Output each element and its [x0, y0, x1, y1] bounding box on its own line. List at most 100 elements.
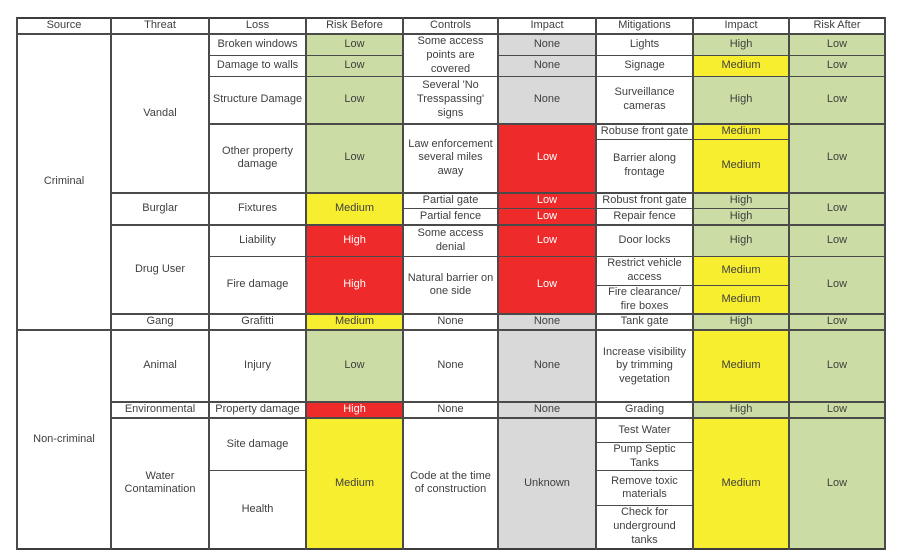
cell-mitigation-robust-gate: Robust front gate: [595, 191, 694, 210]
cell-risk-before-fire: High: [305, 256, 404, 315]
cell-mitigation-lights: Lights: [595, 33, 694, 56]
cell-impact-after-water: Medium: [692, 417, 790, 550]
table-row: Pump Septic Tanks: [17, 441, 885, 472]
cell-impact-before-liability: Low: [497, 223, 597, 258]
cell-loss-fixtures: Fixtures: [208, 191, 307, 226]
cell-risk-before-fixtures: Medium: [305, 191, 404, 226]
cell-impact-after-visibility: Medium: [692, 329, 790, 403]
table-row: Burglar Fixtures Medium Partial gate Low…: [17, 191, 886, 226]
cell-impact-before-water: Unknown: [497, 417, 597, 550]
cell-impact-after-robuse-gate: Medium: [692, 122, 790, 141]
cell-loss-injury: Injury: [208, 329, 307, 403]
cell-controls-tresspassing: Several 'No Tresspassing' signs: [402, 76, 499, 125]
cell-impact-after-signage: Medium: [692, 54, 790, 78]
cell-impact-before-environmental: None: [497, 401, 597, 419]
cell-threat-animal: Animal: [110, 329, 210, 403]
table-row: Criminal Vandal Broken windows Low Some …: [16, 33, 886, 331]
cell-threat-water: Water Contamination: [110, 417, 210, 550]
cell-risk-after-water: Low: [788, 417, 886, 550]
cell-impact-before-partial-gate: Low: [497, 191, 597, 210]
cell-loss-grafitti: Grafitti: [208, 313, 307, 331]
cell-threat-drug-user: Drug User: [110, 223, 210, 315]
cell-risk-before-injury: Low: [305, 329, 404, 403]
table-row: Health Remove toxic materials: [17, 470, 885, 549]
cell-risk-after-other-property: Low: [788, 122, 886, 194]
table-row: Drug User Liability High Some access den…: [17, 223, 886, 315]
cell-threat-gang: Gang: [110, 313, 210, 331]
cell-mitigation-remove-toxic: Remove toxic materials: [595, 470, 694, 507]
table-row: Non-criminal Animal Injury Low None None…: [16, 329, 886, 550]
cell-risk-after-gang: Low: [788, 313, 886, 331]
header-source: Source: [16, 17, 112, 35]
table-row: Fire damage High Natural barrier on one …: [17, 256, 886, 315]
cell-impact-before-other-property: Low: [497, 122, 597, 194]
cell-mitigation-door-locks: Door locks: [595, 223, 694, 258]
cell-risk-before-broken-windows: Low: [305, 33, 404, 56]
cell-impact-before-fire: Low: [497, 256, 597, 315]
cell-impact-after-lights: High: [692, 33, 790, 56]
cell-mitigation-repair-fence: Repair fence: [595, 208, 694, 226]
cell-mitigation-test-water: Test Water: [595, 417, 694, 443]
cell-controls-law-enforcement: Law enforcement several miles away: [402, 122, 499, 194]
cell-impact-after-repair-fence: High: [692, 208, 790, 226]
cell-impact-after-robust-gate: High: [692, 191, 790, 210]
cell-threat-burglar: Burglar: [110, 191, 210, 226]
cell-controls-natural-barrier: Natural barrier on one side: [402, 256, 499, 315]
cell-impact-after-barrier: Medium: [692, 139, 790, 194]
cell-mitigation-fire-clearance: Fire clearance/ fire boxes: [595, 284, 694, 315]
cell-impact-before-structure: None: [497, 76, 597, 125]
cell-loss-fire: Fire damage: [208, 256, 307, 315]
cell-impact-after-door-locks: High: [692, 223, 790, 258]
cell-risk-before-property-damage: High: [305, 401, 404, 419]
cell-source-non-criminal: Non-criminal: [16, 329, 112, 550]
cell-mitigation-signage: Signage: [595, 54, 694, 78]
cell-risk-before-structure: Low: [305, 76, 404, 125]
header-impact-after: Impact: [692, 17, 790, 35]
cell-risk-before-damage-walls: Low: [305, 54, 404, 78]
cell-risk-before-other-property: Low: [305, 122, 404, 194]
cell-controls-animal: None: [402, 329, 499, 403]
cell-risk-after-liability: Low: [788, 223, 886, 258]
risk-assessment-table: Source Threat Loss Risk Before Controls …: [16, 17, 886, 550]
cell-impact-after-fire-clearance: Medium: [692, 284, 790, 315]
cell-risk-after-fire: Low: [788, 256, 886, 315]
header-threat: Threat: [110, 17, 210, 35]
cell-mitigation-tank-gate: Tank gate: [595, 313, 694, 331]
cell-risk-after-environmental: Low: [788, 401, 886, 419]
cell-impact-after-restrict-vehicle: Medium: [692, 256, 790, 286]
table-row: Gang Grafitti Medium None None Tank gate…: [17, 313, 886, 331]
cell-risk-after-animal: Low: [788, 329, 886, 403]
cell-impact-before-broken-windows: None: [497, 33, 597, 56]
cell-controls-partial-fence: Partial fence: [402, 208, 499, 226]
cell-mitigation-grading: Grading: [595, 401, 694, 419]
cell-loss-health: Health: [208, 470, 307, 549]
cell-risk-after-broken-windows: Low: [788, 33, 886, 56]
header-mitigations: Mitigations: [595, 17, 694, 35]
table-row: Check for underground tanks: [17, 505, 885, 549]
cell-impact-before-animal: None: [497, 329, 597, 403]
cell-controls-gang: None: [402, 313, 499, 331]
header-loss: Loss: [208, 17, 307, 35]
cell-loss-other-property: Other property damage: [208, 122, 307, 194]
cell-impact-after-tank-gate: High: [692, 313, 790, 331]
header-controls: Controls: [402, 17, 499, 35]
header-risk-before: Risk Before: [305, 17, 404, 35]
cell-mitigation-robuse-gate: Robuse front gate: [595, 122, 694, 141]
cell-impact-before-damage-walls: None: [497, 54, 597, 78]
cell-loss-broken-windows: Broken windows: [208, 33, 307, 56]
cell-mitigation-pump-septic: Pump Septic Tanks: [595, 441, 694, 472]
cell-risk-before-liability: High: [305, 223, 404, 258]
table-row: Fire clearance/ fire boxes Medium: [17, 284, 885, 315]
cell-loss-damage-walls: Damage to walls: [208, 54, 307, 78]
table-row: Structure Damage Low Several 'No Tresspa…: [17, 76, 886, 125]
cell-impact-before-gang: None: [497, 313, 597, 331]
cell-controls-water: Code at the time of construction: [402, 417, 499, 550]
cell-risk-after-damage-walls: Low: [788, 54, 886, 78]
cell-risk-after-structure: Low: [788, 76, 886, 125]
cell-risk-before-water: Medium: [305, 417, 404, 550]
cell-impact-after-grading: High: [692, 401, 790, 419]
cell-threat-environmental: Environmental: [110, 401, 210, 419]
cell-loss-property-damage: Property damage: [208, 401, 307, 419]
table-row: Other property damage Low Law enforcemen…: [17, 122, 886, 194]
